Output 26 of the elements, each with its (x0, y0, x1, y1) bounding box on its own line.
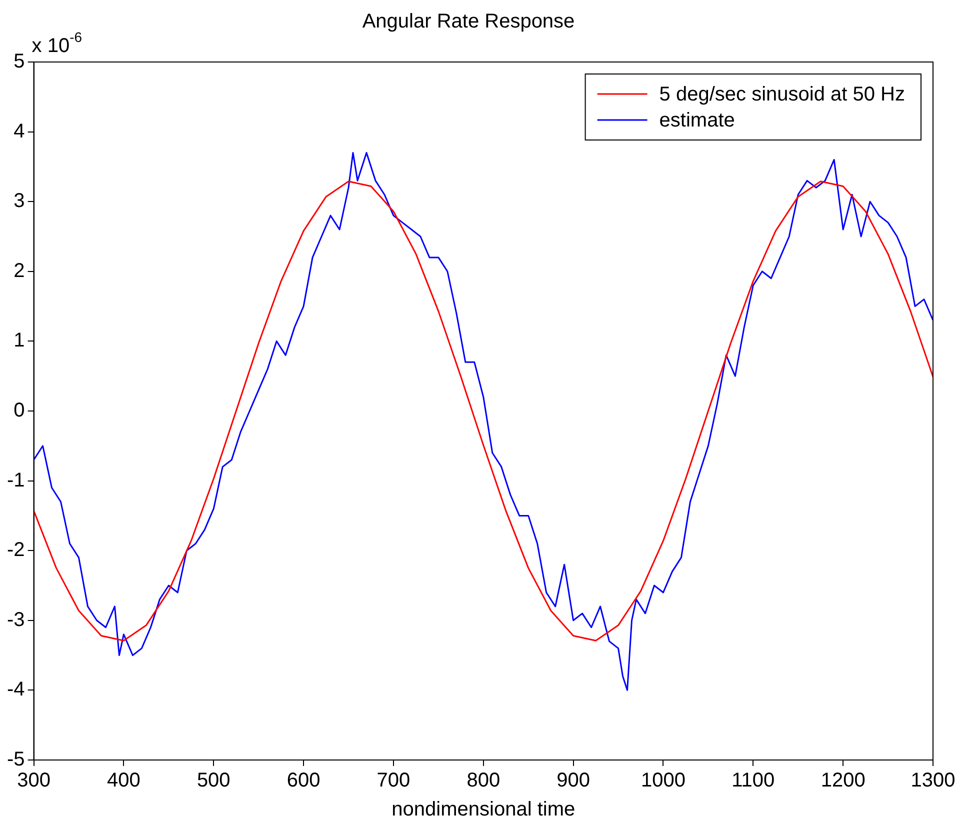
x-tick-label: 500 (196, 770, 230, 792)
y-tick-label: 4 (14, 120, 25, 142)
x-tick-label: 1200 (820, 770, 866, 792)
x-tick-label: 1100 (732, 770, 775, 792)
x-tick-label: 400 (107, 770, 140, 792)
y-tick-label: 5 (14, 50, 25, 73)
x-tick-label: 300 (17, 770, 50, 792)
chart-title: Angular Rate Response (362, 10, 575, 33)
y-tick-label: -2 (6, 539, 25, 562)
y-tick-label: -3 (6, 608, 25, 631)
x-tick-label: 700 (376, 770, 410, 792)
y-tick-label: 3 (14, 190, 25, 212)
legend-label: estimate (659, 110, 735, 132)
x-tick-label: 800 (466, 770, 500, 792)
y-tick-label: 1 (14, 330, 25, 352)
x-tick-label: 600 (286, 770, 320, 792)
x-tick-label: 1000 (640, 770, 686, 792)
x-axis-title: nondimensional time (392, 798, 576, 821)
y-tick-label: -5 (6, 748, 25, 771)
legend-label: 5 deg/sec sinusoid at 50 Hz (659, 84, 905, 106)
x-tick-label: 1300 (910, 770, 956, 792)
y-tick-label: -4 (6, 678, 25, 701)
y-tick-label: 2 (14, 260, 25, 282)
y-tick-label: -1 (6, 469, 25, 492)
x-tick-label: 900 (556, 770, 590, 792)
y-tick-label: 0 (14, 400, 25, 422)
